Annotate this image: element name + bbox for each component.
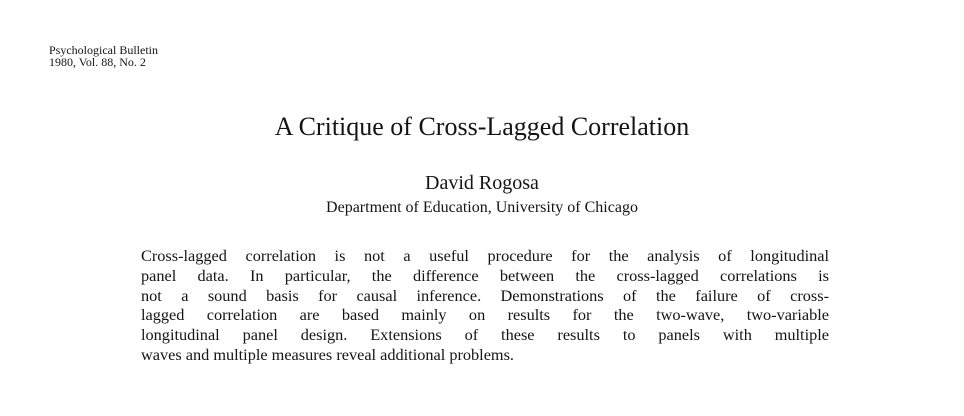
abstract-line: waves and multiple measures reveal addit… <box>141 344 514 364</box>
journal-issue: 1980, Vol. 88, No. 2 <box>49 55 146 69</box>
abstract-line: longitudinal panel design. Extensions of… <box>141 325 829 345</box>
paper-title: A Critique of Cross-Lagged Correlation <box>274 112 690 141</box>
author-affiliation: Department of Education, University of C… <box>326 199 638 216</box>
abstract-line: lagged correlation are based mainly on r… <box>141 305 829 325</box>
abstract: Cross-lagged correlation is not a useful… <box>141 246 829 365</box>
author-name: David Rogosa <box>425 172 539 194</box>
abstract-line: panel data. In particular, the differenc… <box>141 265 829 285</box>
journal-header: Psychological Bulletin 1980, Vol. 88, No… <box>49 44 158 68</box>
journal-name: Psychological Bulletin <box>49 43 158 57</box>
abstract-line: not a sound basis for causal inference. … <box>141 285 829 305</box>
abstract-line: Cross-lagged correlation is not a useful… <box>141 246 829 265</box>
